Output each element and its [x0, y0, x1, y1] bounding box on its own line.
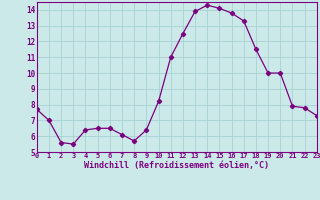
- X-axis label: Windchill (Refroidissement éolien,°C): Windchill (Refroidissement éolien,°C): [84, 161, 269, 170]
